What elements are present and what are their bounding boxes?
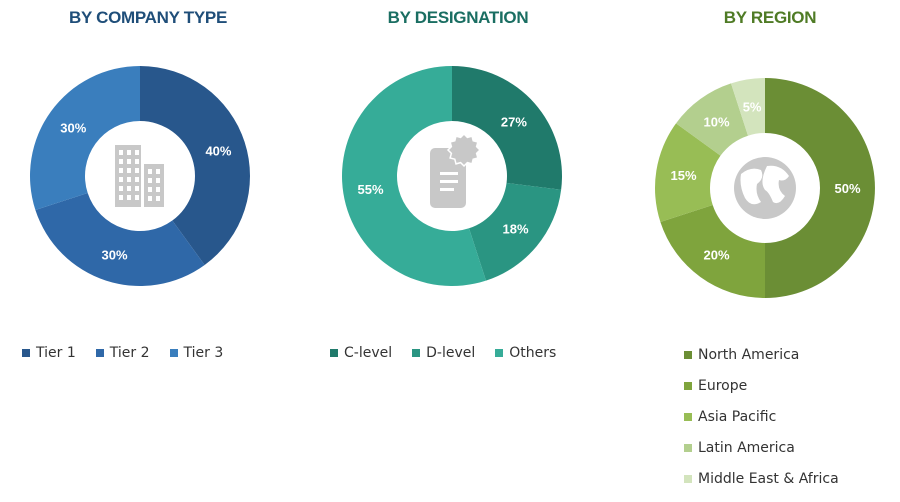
legend-swatch: [684, 381, 692, 390]
designation-panel: BY DESIGNATION 27% 18% 55% C-level D-level O…: [300, 0, 620, 502]
data-label: 18%: [503, 222, 529, 237]
chart-title: BY COMPANY TYPE: [69, 8, 227, 27]
legend-swatch: [684, 412, 692, 421]
legend-item: Tier 3: [169, 345, 224, 361]
data-label: 20%: [703, 248, 729, 263]
donut-slice-c-level: [452, 66, 562, 190]
legend-label: Middle East & Africa: [698, 470, 839, 487]
legend-item: Asia Pacific: [684, 401, 839, 432]
chart-title: BY DESIGNATION: [387, 8, 529, 27]
legend-swatch: [684, 443, 692, 452]
donut-slice-tier-2: [35, 192, 205, 286]
legend-item: Latin America: [684, 432, 839, 463]
designation-donut: 27% 18% 55%: [341, 66, 562, 286]
legend-swatch: [330, 349, 338, 357]
donut-slice-asia-pacific: [655, 123, 721, 222]
legend-swatch: [95, 349, 104, 357]
region-legend: North America Europe Asia Pacific Latin Ame…: [684, 339, 839, 494]
legend-item: Europe: [684, 370, 839, 401]
legend-label: Latin America: [698, 439, 795, 456]
legend-label: Tier 2: [109, 345, 150, 361]
legend-label: Tier 3: [183, 345, 224, 361]
data-label: 30%: [101, 247, 127, 262]
donut-slice-others: [341, 66, 486, 286]
donut-slice-d-level: [468, 182, 562, 281]
legend-label: D-level: [426, 345, 476, 361]
certificate-document-icon: [430, 132, 482, 208]
donut-slice-tier-3: [29, 66, 140, 210]
legend-item: Tier 1: [22, 345, 76, 361]
data-label: 15%: [671, 168, 697, 183]
legend-item: Tier 2: [95, 345, 150, 361]
designation-legend: C-level D-level Others: [330, 345, 570, 361]
company-type-panel: BY COMPANY TYPE 40% 30% 30% Tier 1 Tier 2 Ti…: [0, 0, 300, 502]
data-label: 27%: [501, 114, 527, 129]
globe-icon: [734, 157, 796, 219]
legend-label: C-level: [344, 345, 393, 361]
legend-item: North America: [684, 339, 839, 370]
data-label: 30%: [60, 121, 86, 136]
donut-slice-north-america: [765, 78, 875, 298]
data-label: 10%: [703, 114, 729, 129]
legend-swatch: [169, 349, 178, 357]
legend-swatch: [684, 474, 692, 483]
region-panel: BY REGION 50% 20% 15% 10% 5% North America Eu…: [620, 0, 900, 502]
legend-item: D-level: [412, 345, 475, 361]
building-icon: [115, 145, 164, 207]
company-type-legend: Tier 1 Tier 2 Tier 3: [22, 345, 237, 361]
legend-label: Tier 1: [36, 345, 76, 361]
legend-label: Europe: [698, 377, 748, 394]
legend-item: Middle East & Africa: [684, 463, 839, 494]
donut-slice-latin-america: [676, 83, 749, 156]
region-donut: 50% 20% 15% 10% 5%: [655, 78, 875, 298]
legend-item: C-level: [330, 345, 392, 361]
donut-slice-tier-1: [140, 66, 250, 265]
data-label: 55%: [358, 182, 384, 197]
donut-slice-middle-east-africa: [731, 78, 765, 136]
legend-swatch: [22, 349, 30, 357]
legend-swatch: [684, 350, 692, 359]
legend-label: Others: [509, 345, 557, 361]
legend-label: Asia Pacific: [698, 408, 777, 425]
chart-title: BY REGION: [723, 8, 817, 27]
legend-label: North America: [698, 346, 800, 363]
legend-item: Others: [495, 345, 556, 361]
donut-slice-europe: [660, 204, 765, 298]
data-label: 40%: [205, 144, 231, 159]
data-label: 5%: [743, 100, 762, 115]
legend-swatch: [412, 349, 421, 357]
legend-swatch: [495, 349, 504, 357]
data-label: 50%: [834, 181, 860, 196]
company-type-donut: 40% 30% 30%: [29, 66, 250, 286]
